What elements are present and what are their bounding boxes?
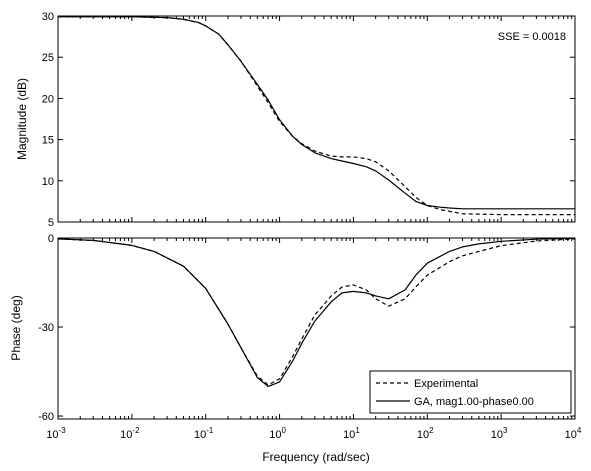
magnitude-axes-box [57, 15, 576, 223]
x-tick-label: 10-2 [120, 426, 140, 441]
x-tick-label: 100 [269, 426, 286, 441]
magnitude-series-experimental-line [58, 16, 575, 216]
x-tick-label: 104 [565, 426, 582, 441]
magnitude-ticks [57, 15, 576, 223]
magnitude-series [58, 16, 575, 216]
phase-y-tick-label: 0 [48, 233, 54, 245]
phase-series-experimental-line [57, 238, 576, 386]
x-tick-label: 101 [343, 426, 360, 441]
legend: Experimental GA, mag1.00-phase0.00 [369, 370, 572, 414]
legend-box [369, 370, 572, 414]
x-tick-label: 102 [417, 426, 434, 441]
phase-panel: -60 -30 0 10-3 10-2 10-1 100 101 102 103 104 Phas… [9, 233, 582, 464]
magnitude-y-tick-labels: 5 10 15 20 25 30 [42, 11, 54, 229]
x-axis-label: Frequency (rad/sec) [262, 450, 369, 464]
magnitude-y-tick-label: 5 [48, 217, 54, 229]
phase-y-tick-label: -60 [38, 411, 54, 423]
magnitude-y-axis-label: Magnitude (dB) [15, 78, 29, 160]
magnitude-series-ga-line [58, 16, 575, 210]
phase-series [57, 237, 576, 387]
magnitude-y-tick-label: 15 [42, 135, 54, 147]
phase-ticks [57, 237, 576, 419]
sse-annotation: SSE = 0.0018 [498, 31, 566, 43]
x-tick-label: 10-3 [46, 426, 66, 441]
phase-y-tick-label: -30 [38, 322, 54, 334]
phase-y-axis-label: Phase (deg) [9, 295, 23, 360]
legend-label-ga: GA, mag1.00-phase0.00 [414, 396, 534, 408]
x-tick-label: 10-1 [194, 426, 214, 441]
x-tick-labels: 10-3 10-2 10-1 100 101 102 103 104 [46, 426, 582, 441]
magnitude-y-tick-label: 20 [42, 93, 54, 105]
x-tick-label: 103 [491, 426, 508, 441]
phase-series-ga-line [57, 237, 576, 387]
phase-y-tick-labels: -60 -30 0 [38, 233, 54, 423]
legend-label-experimental: Experimental [414, 378, 478, 390]
magnitude-y-tick-label: 30 [42, 11, 54, 23]
magnitude-y-tick-label: 25 [42, 52, 54, 64]
magnitude-y-tick-label: 10 [42, 176, 54, 188]
magnitude-panel: 5 10 15 20 25 30 SSE = 0.0018 Magnitude (dB) [15, 11, 576, 229]
